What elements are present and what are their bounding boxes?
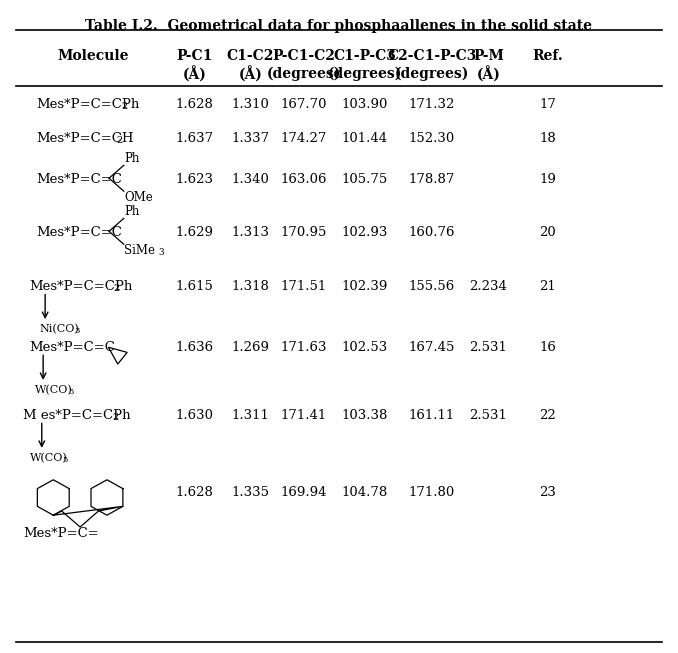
Text: Mes*P=C=CPh: Mes*P=C=CPh	[30, 280, 133, 293]
Text: 1.311: 1.311	[231, 409, 269, 422]
Text: 1.628: 1.628	[176, 98, 214, 111]
Text: 167.45: 167.45	[409, 341, 455, 354]
Text: 20: 20	[539, 226, 556, 239]
Text: 174.27: 174.27	[281, 133, 327, 145]
Text: 3: 3	[74, 327, 79, 335]
Text: 171.41: 171.41	[281, 409, 327, 422]
Text: Ph: Ph	[125, 206, 140, 218]
Text: 171.63: 171.63	[281, 341, 327, 354]
Text: 170.95: 170.95	[281, 226, 327, 239]
Text: 160.76: 160.76	[409, 226, 455, 239]
Text: P-C1-C2: P-C1-C2	[273, 50, 336, 63]
Text: P-C1: P-C1	[176, 50, 213, 63]
Text: 155.56: 155.56	[409, 280, 455, 293]
Text: 1.269: 1.269	[231, 341, 269, 354]
Text: 1.337: 1.337	[231, 133, 269, 145]
Text: P-M: P-M	[473, 50, 504, 63]
Text: 23: 23	[539, 486, 556, 500]
Text: (Å): (Å)	[238, 66, 262, 82]
Text: 1.340: 1.340	[231, 173, 269, 186]
Text: W(CO): W(CO)	[30, 453, 67, 463]
Text: 2: 2	[113, 284, 119, 293]
Text: 1.630: 1.630	[176, 409, 214, 422]
Text: M es*P=C=CPh: M es*P=C=CPh	[23, 409, 131, 422]
Text: 22: 22	[539, 409, 556, 422]
Text: Mes*P=C=C: Mes*P=C=C	[30, 341, 115, 354]
Text: 1.335: 1.335	[231, 486, 269, 500]
Text: 1.310: 1.310	[231, 98, 269, 111]
Text: 19: 19	[539, 173, 556, 186]
Text: 1.615: 1.615	[176, 280, 214, 293]
Text: 17: 17	[539, 98, 556, 111]
Text: OMe: OMe	[125, 191, 153, 204]
Text: 152.30: 152.30	[409, 133, 455, 145]
Text: 1.313: 1.313	[231, 226, 269, 239]
Text: Mes*P=C=CH: Mes*P=C=CH	[37, 133, 134, 145]
Text: 21: 21	[539, 280, 556, 293]
Text: 1.629: 1.629	[176, 226, 214, 239]
Text: 169.94: 169.94	[281, 486, 327, 500]
Text: 1.637: 1.637	[176, 133, 214, 145]
Text: 102.39: 102.39	[341, 280, 388, 293]
Text: 103.38: 103.38	[341, 409, 388, 422]
Text: (degrees): (degrees)	[395, 66, 469, 80]
Text: 2.234: 2.234	[469, 280, 507, 293]
Text: Molecule: Molecule	[58, 50, 129, 63]
Text: Ph: Ph	[125, 152, 140, 165]
Text: 2: 2	[121, 102, 127, 111]
Text: 161.11: 161.11	[409, 409, 455, 422]
Text: 101.44: 101.44	[342, 133, 388, 145]
Text: 2: 2	[113, 413, 119, 422]
Text: 105.75: 105.75	[342, 173, 388, 186]
Text: 18: 18	[539, 133, 556, 145]
Text: 102.93: 102.93	[341, 226, 388, 239]
Text: 5: 5	[62, 456, 67, 464]
Text: 167.70: 167.70	[281, 98, 327, 111]
Text: 103.90: 103.90	[341, 98, 388, 111]
Text: 178.87: 178.87	[409, 173, 455, 186]
Text: (Å): (Å)	[477, 66, 500, 82]
Text: 2.531: 2.531	[469, 341, 507, 354]
Text: Ref.: Ref.	[532, 50, 563, 63]
Text: 1.628: 1.628	[176, 486, 214, 500]
Text: Mes*P=C=CPh: Mes*P=C=CPh	[37, 98, 140, 111]
Text: 1.623: 1.623	[176, 173, 214, 186]
Text: C2-C1-P-C3: C2-C1-P-C3	[387, 50, 477, 63]
Text: 171.80: 171.80	[409, 486, 455, 500]
Text: (degrees): (degrees)	[327, 66, 402, 80]
Text: Mes*P=C=: Mes*P=C=	[23, 527, 99, 540]
Text: 2: 2	[117, 136, 123, 145]
Text: 16: 16	[539, 341, 556, 354]
Text: Ni(CO): Ni(CO)	[40, 324, 79, 334]
Text: 1.318: 1.318	[231, 280, 269, 293]
Text: 104.78: 104.78	[342, 486, 388, 500]
Text: 163.06: 163.06	[281, 173, 327, 186]
Text: Mes*P=C=C: Mes*P=C=C	[37, 173, 122, 186]
Text: 5: 5	[68, 388, 73, 396]
Text: 171.51: 171.51	[281, 280, 327, 293]
Text: Table I.2.  Geometrical data for phosphaallenes in the solid state: Table I.2. Geometrical data for phosphaa…	[85, 19, 593, 33]
Text: Mes*P=C=C: Mes*P=C=C	[37, 226, 122, 239]
Text: 1.636: 1.636	[176, 341, 214, 354]
Text: 102.53: 102.53	[342, 341, 388, 354]
Text: 171.32: 171.32	[409, 98, 455, 111]
Text: W(CO): W(CO)	[35, 385, 73, 395]
Text: 2.531: 2.531	[469, 409, 507, 422]
Text: 3: 3	[159, 247, 164, 257]
Text: SiMe: SiMe	[125, 244, 155, 257]
Text: C1-P-C3: C1-P-C3	[333, 50, 396, 63]
Text: C1-C2: C1-C2	[226, 50, 274, 63]
Text: (Å): (Å)	[182, 66, 206, 82]
Text: (degrees): (degrees)	[267, 66, 341, 80]
